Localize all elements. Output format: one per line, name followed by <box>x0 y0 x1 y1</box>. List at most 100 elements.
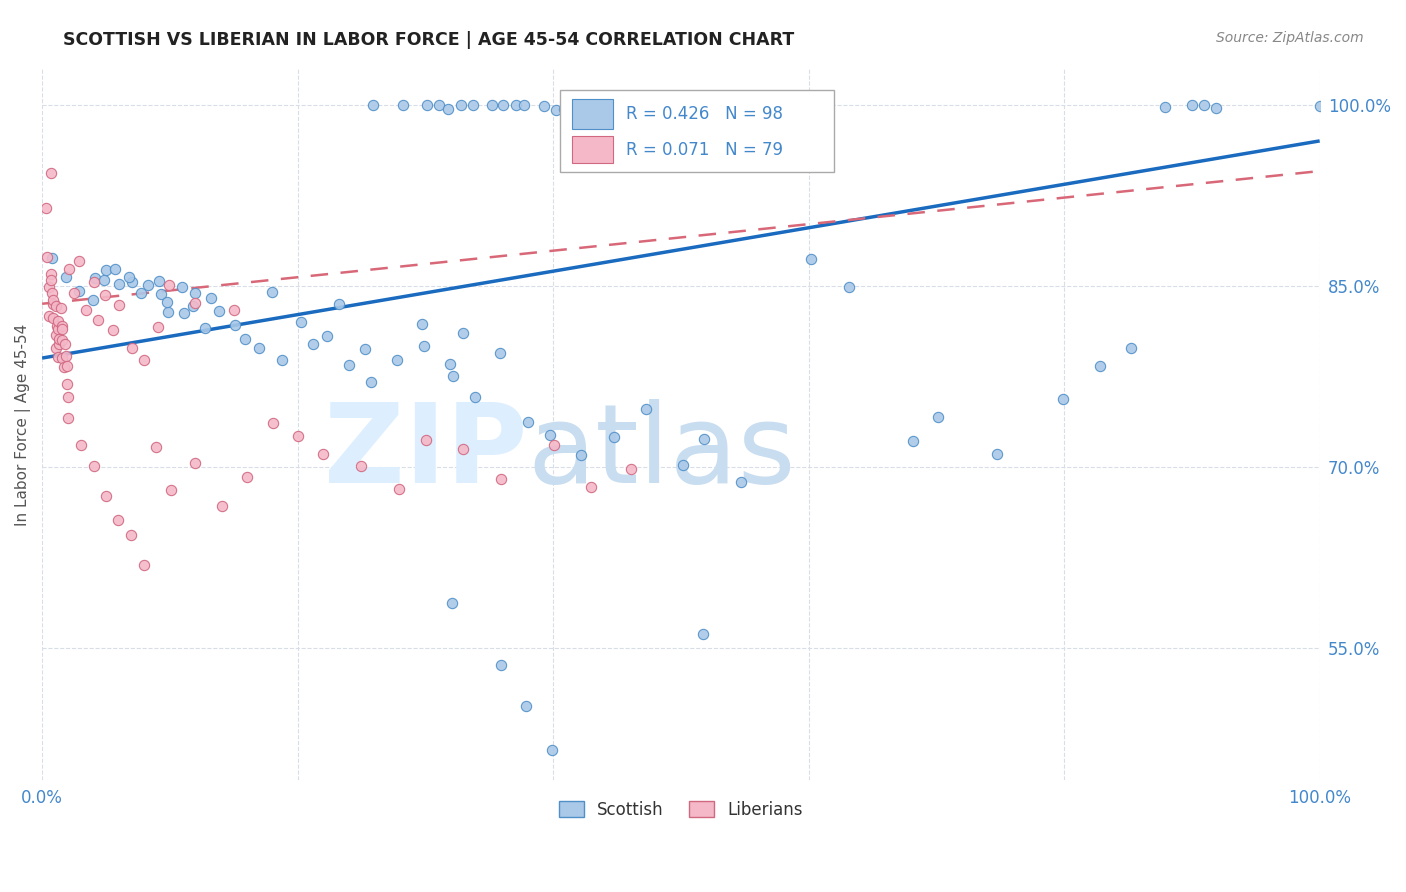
Scottish <box>84 270 107 285</box>
Scottish <box>1309 99 1331 113</box>
Text: Source: ZipAtlas.com: Source: ZipAtlas.com <box>1216 31 1364 45</box>
Liberians <box>51 333 73 347</box>
Liberians <box>58 262 80 277</box>
Liberians <box>41 285 63 300</box>
Scottish <box>129 285 152 300</box>
Scottish <box>544 103 567 118</box>
Text: R = 0.426   N = 98: R = 0.426 N = 98 <box>626 105 783 123</box>
Scottish <box>553 103 575 117</box>
Liberians <box>108 298 131 312</box>
Scottish <box>181 299 204 313</box>
Liberians <box>45 318 67 333</box>
Scottish <box>208 303 231 318</box>
Scottish <box>94 263 117 277</box>
Scottish <box>692 627 714 641</box>
Scottish <box>481 97 503 112</box>
Scottish <box>387 353 409 368</box>
Scottish <box>1088 359 1111 373</box>
Scottish <box>516 415 538 429</box>
Scottish <box>515 698 537 713</box>
Liberians <box>48 332 70 346</box>
Liberians <box>83 458 105 473</box>
Liberians <box>53 360 76 375</box>
Legend: Scottish, Liberians: Scottish, Liberians <box>553 794 810 825</box>
Liberians <box>75 302 97 317</box>
Scottish <box>540 743 562 757</box>
Scottish <box>82 293 104 308</box>
Scottish <box>513 97 536 112</box>
Scottish <box>927 409 949 424</box>
Scottish <box>1205 101 1227 115</box>
Liberians <box>63 285 86 300</box>
Scottish <box>290 315 312 329</box>
Scottish <box>271 353 294 368</box>
Liberians <box>41 293 63 308</box>
Scottish <box>104 262 127 277</box>
Liberians <box>56 376 79 391</box>
Scottish <box>693 433 716 447</box>
Liberians <box>35 250 58 264</box>
Liberians <box>42 297 65 311</box>
FancyBboxPatch shape <box>560 90 834 172</box>
Scottish <box>411 318 433 332</box>
Scottish <box>67 284 90 298</box>
Scottish <box>901 434 924 448</box>
Liberians <box>350 459 373 474</box>
Liberians <box>184 296 207 310</box>
Liberians <box>45 341 67 355</box>
Liberians <box>49 301 72 316</box>
Liberians <box>51 351 73 365</box>
Scottish <box>533 98 555 112</box>
FancyBboxPatch shape <box>572 136 613 163</box>
Scottish <box>800 252 823 266</box>
Scottish <box>427 98 450 112</box>
Liberians <box>94 288 117 302</box>
Liberians <box>42 310 65 325</box>
Scottish <box>118 270 141 285</box>
Scottish <box>353 342 375 356</box>
Scottish <box>443 368 465 383</box>
Scottish <box>149 287 172 301</box>
Liberians <box>46 314 69 328</box>
Scottish <box>538 427 561 442</box>
Liberians <box>211 500 233 514</box>
Scottish <box>1181 97 1204 112</box>
Scottish <box>200 291 222 305</box>
Scottish <box>569 448 592 462</box>
Liberians <box>132 558 155 572</box>
Liberians <box>579 480 602 494</box>
Liberians <box>415 433 437 447</box>
Liberians <box>312 447 335 461</box>
Scottish <box>440 596 463 610</box>
Liberians <box>51 322 73 336</box>
Scottish <box>730 475 752 489</box>
Liberians <box>46 351 69 365</box>
Scottish <box>578 97 600 112</box>
Liberians <box>157 277 180 292</box>
Scottish <box>492 97 515 112</box>
Scottish <box>55 269 77 284</box>
Liberians <box>287 429 309 443</box>
Scottish <box>249 341 271 355</box>
Scottish <box>1052 392 1074 407</box>
Scottish <box>136 278 159 293</box>
Scottish <box>173 306 195 320</box>
Liberians <box>101 323 124 337</box>
Scottish <box>157 305 180 319</box>
Scottish <box>636 402 658 417</box>
Scottish <box>505 97 527 112</box>
Scottish <box>184 286 207 301</box>
Liberians <box>145 440 167 454</box>
Liberians <box>38 280 60 294</box>
Text: R = 0.071   N = 79: R = 0.071 N = 79 <box>626 141 783 159</box>
Liberians <box>48 336 70 351</box>
Liberians <box>53 336 76 351</box>
Liberians <box>388 482 411 496</box>
Y-axis label: In Labor Force | Age 45-54: In Labor Force | Age 45-54 <box>15 323 31 525</box>
Liberians <box>70 438 93 452</box>
Scottish <box>233 332 256 346</box>
Scottish <box>121 275 143 289</box>
Scottish <box>1119 341 1142 355</box>
Scottish <box>565 103 588 118</box>
Scottish <box>412 339 434 353</box>
